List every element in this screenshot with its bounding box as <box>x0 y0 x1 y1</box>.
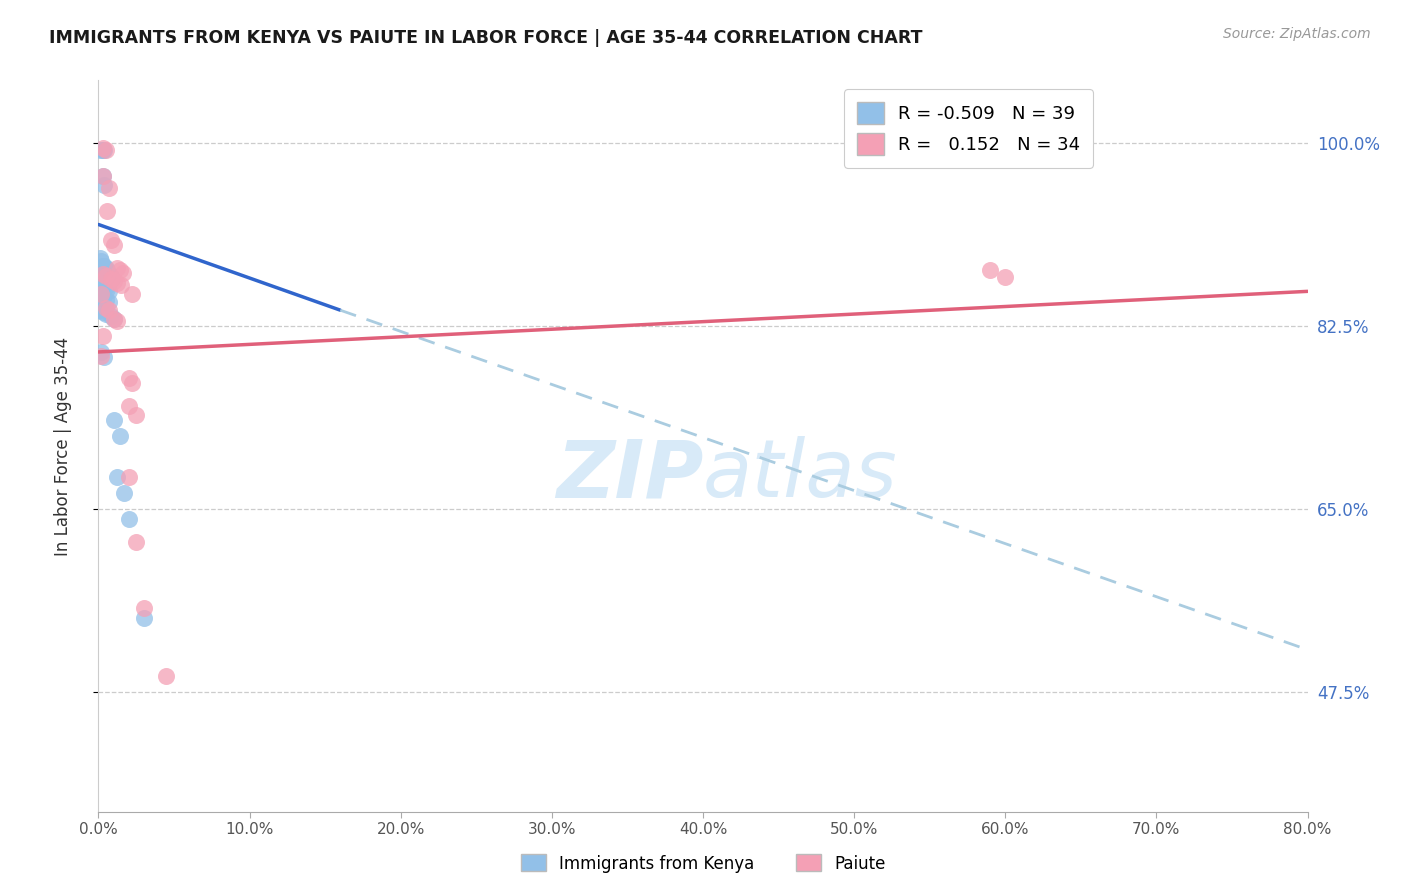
Point <box>91 267 114 281</box>
Point <box>94 280 117 294</box>
Point <box>103 311 125 326</box>
Point <box>105 313 128 327</box>
Legend: Immigrants from Kenya, Paiute: Immigrants from Kenya, Paiute <box>513 847 893 880</box>
Point <box>994 269 1017 284</box>
Point <box>98 303 121 318</box>
Point <box>94 268 117 283</box>
Point <box>103 413 125 427</box>
Point <box>91 260 114 274</box>
Point <box>118 470 141 484</box>
Point <box>91 329 114 343</box>
Point <box>100 268 122 283</box>
Point <box>94 143 117 157</box>
Point <box>103 238 125 252</box>
Point <box>96 263 118 277</box>
Point <box>132 611 155 625</box>
Point <box>93 143 115 157</box>
Point <box>98 181 121 195</box>
Point <box>155 669 177 683</box>
Point <box>90 349 112 363</box>
Point <box>100 233 122 247</box>
Point <box>100 272 122 286</box>
Point <box>91 141 114 155</box>
Point <box>103 311 125 326</box>
Point <box>91 143 114 157</box>
Text: Source: ZipAtlas.com: Source: ZipAtlas.com <box>1223 27 1371 41</box>
Legend: R = -0.509   N = 39, R =   0.152   N = 34: R = -0.509 N = 39, R = 0.152 N = 34 <box>844 89 1092 168</box>
Point <box>89 303 111 318</box>
Point <box>108 263 131 277</box>
Point <box>93 178 115 192</box>
Point <box>111 266 134 280</box>
Point <box>89 251 111 265</box>
Point <box>93 279 115 293</box>
Point <box>118 512 141 526</box>
Point <box>979 263 1001 277</box>
Point <box>90 289 112 303</box>
Point <box>91 305 114 319</box>
Text: atlas: atlas <box>703 436 898 515</box>
Point <box>91 277 114 291</box>
Point <box>94 261 117 276</box>
Point <box>94 293 117 307</box>
Point <box>105 470 128 484</box>
Point <box>96 282 118 296</box>
Point <box>100 310 122 324</box>
Point <box>98 285 121 299</box>
Point <box>105 261 128 276</box>
Point <box>98 267 121 281</box>
Point <box>90 276 112 290</box>
Point <box>90 345 112 359</box>
Point <box>90 254 112 268</box>
Point <box>89 274 111 288</box>
Point <box>96 203 118 218</box>
Point <box>91 291 114 305</box>
Point <box>94 301 117 315</box>
Text: ZIP: ZIP <box>555 436 703 515</box>
Point <box>125 408 148 422</box>
Text: IMMIGRANTS FROM KENYA VS PAIUTE IN LABOR FORCE | AGE 35-44 CORRELATION CHART: IMMIGRANTS FROM KENYA VS PAIUTE IN LABOR… <box>49 29 922 46</box>
Point <box>112 486 135 500</box>
Point <box>93 260 115 274</box>
Point <box>105 276 128 290</box>
Point <box>118 399 141 413</box>
Point <box>93 350 115 364</box>
Point <box>108 428 131 442</box>
Point <box>89 143 111 157</box>
Point <box>98 294 121 309</box>
Point <box>121 376 143 391</box>
Point <box>94 307 117 321</box>
Point <box>91 169 114 184</box>
Point <box>125 535 148 549</box>
Y-axis label: In Labor Force | Age 35-44: In Labor Force | Age 35-44 <box>53 336 72 556</box>
Point <box>89 287 111 301</box>
Point <box>91 169 114 184</box>
Point <box>90 287 112 301</box>
Point <box>103 274 125 288</box>
Point <box>132 601 155 615</box>
Point <box>101 272 124 286</box>
Point <box>110 278 132 293</box>
Point <box>121 287 143 301</box>
Point <box>118 371 141 385</box>
